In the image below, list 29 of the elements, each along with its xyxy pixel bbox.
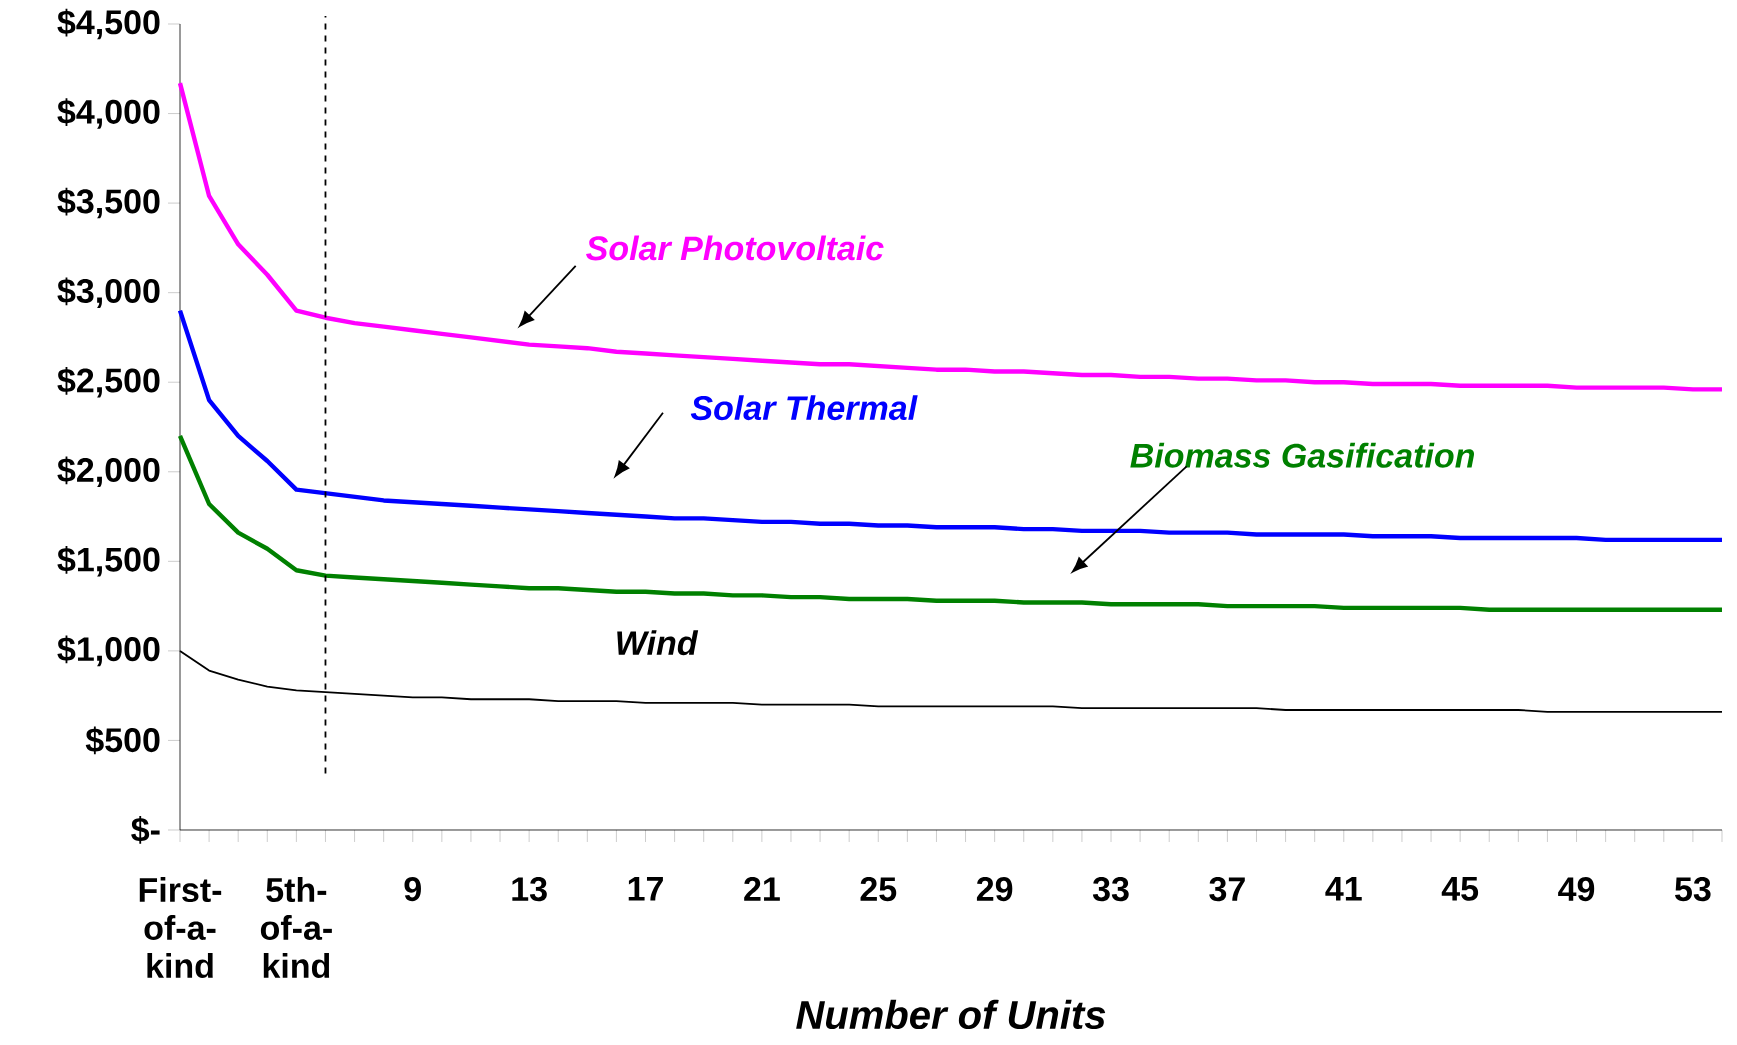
y-tick-label: $1,000 [57, 635, 160, 667]
x-tick-label: 37 [1209, 877, 1245, 902]
x-tick-label: 33 [1092, 877, 1129, 902]
x-tick-label: 29 [976, 877, 1013, 902]
x-tick-label: First-of-a-kind [139, 877, 222, 979]
text: Solar Thermal [690, 395, 918, 421]
x-tick-label: 21 [744, 877, 780, 901]
y-tick-label: $500 [85, 726, 160, 755]
x-tick-label: 13 [512, 877, 547, 902]
y-tick-label: $3,000 [57, 277, 160, 308]
series-label: Wind [617, 630, 699, 656]
x-tick-label: 5th-of-a-kind [260, 877, 332, 979]
x-tick-label: 9 [404, 877, 421, 902]
x-tick-label: 25 [860, 877, 897, 902]
x-tick-label: 45 [1441, 877, 1479, 901]
text: Solar Photovoltaic [586, 235, 884, 261]
y-tick-label: $4,500 [57, 8, 160, 40]
y-tick-label: $4,000 [57, 98, 160, 129]
y-tick-label: $3,500 [57, 187, 160, 219]
text: Biomass Gasification [1130, 442, 1475, 468]
x-tick-label: 17 [628, 877, 663, 901]
y-tick-label: $2,500 [57, 366, 160, 398]
x-axis-title: Number of Units [796, 999, 1106, 1030]
x-tick-label: 49 [1558, 877, 1595, 902]
x-tick-label: 53 [1675, 877, 1711, 902]
y-tick-label: $1,500 [57, 546, 160, 577]
x-tick-label: 41 [1325, 877, 1362, 901]
y-tick-label: $- [131, 816, 160, 844]
y-tick-label: $2,000 [57, 456, 160, 488]
